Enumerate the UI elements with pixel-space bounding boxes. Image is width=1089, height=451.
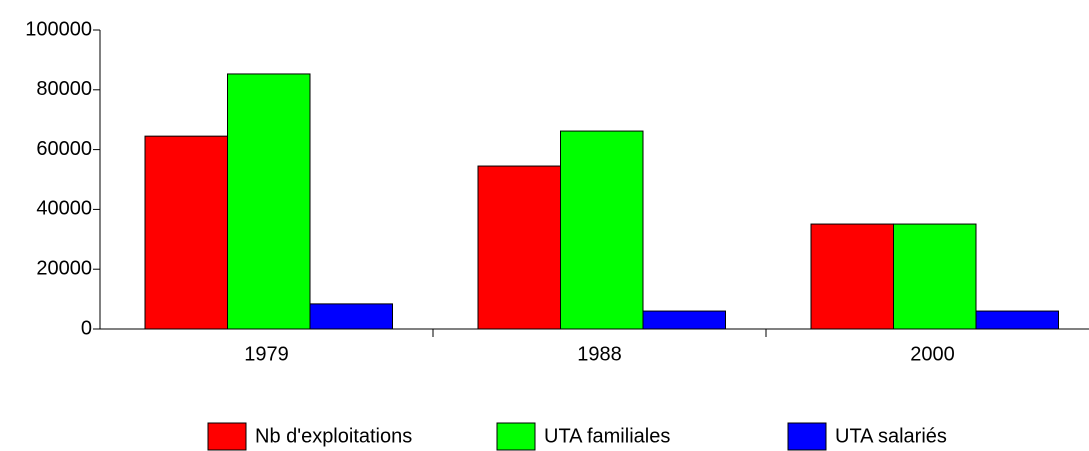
bar bbox=[227, 73, 311, 330]
y-tick-label: 60000 bbox=[36, 138, 92, 160]
legend-swatch bbox=[207, 422, 247, 451]
legend-swatch bbox=[496, 422, 536, 451]
bar bbox=[560, 130, 644, 330]
legend-label: UTA familiales bbox=[544, 425, 670, 447]
legend-label: Nb d'exploitations bbox=[255, 425, 412, 447]
bar bbox=[975, 310, 1059, 330]
y-tick-label: 80000 bbox=[36, 78, 92, 100]
y-tick-label: 100000 bbox=[25, 18, 92, 40]
y-tick-label: 20000 bbox=[36, 257, 92, 279]
y-tick-label: 0 bbox=[81, 317, 92, 339]
legend-label: UTA salariés bbox=[835, 425, 947, 447]
x-tick-label: 1979 bbox=[244, 343, 289, 365]
bar bbox=[642, 310, 726, 330]
x-tick-label: 2000 bbox=[910, 343, 955, 365]
bar bbox=[477, 165, 561, 330]
y-tick-label: 40000 bbox=[36, 198, 92, 220]
bar bbox=[810, 223, 894, 330]
bar bbox=[144, 135, 228, 330]
bar bbox=[309, 303, 393, 330]
legend-swatch bbox=[787, 422, 827, 451]
bar bbox=[893, 223, 977, 330]
x-tick-label: 1988 bbox=[577, 343, 622, 365]
